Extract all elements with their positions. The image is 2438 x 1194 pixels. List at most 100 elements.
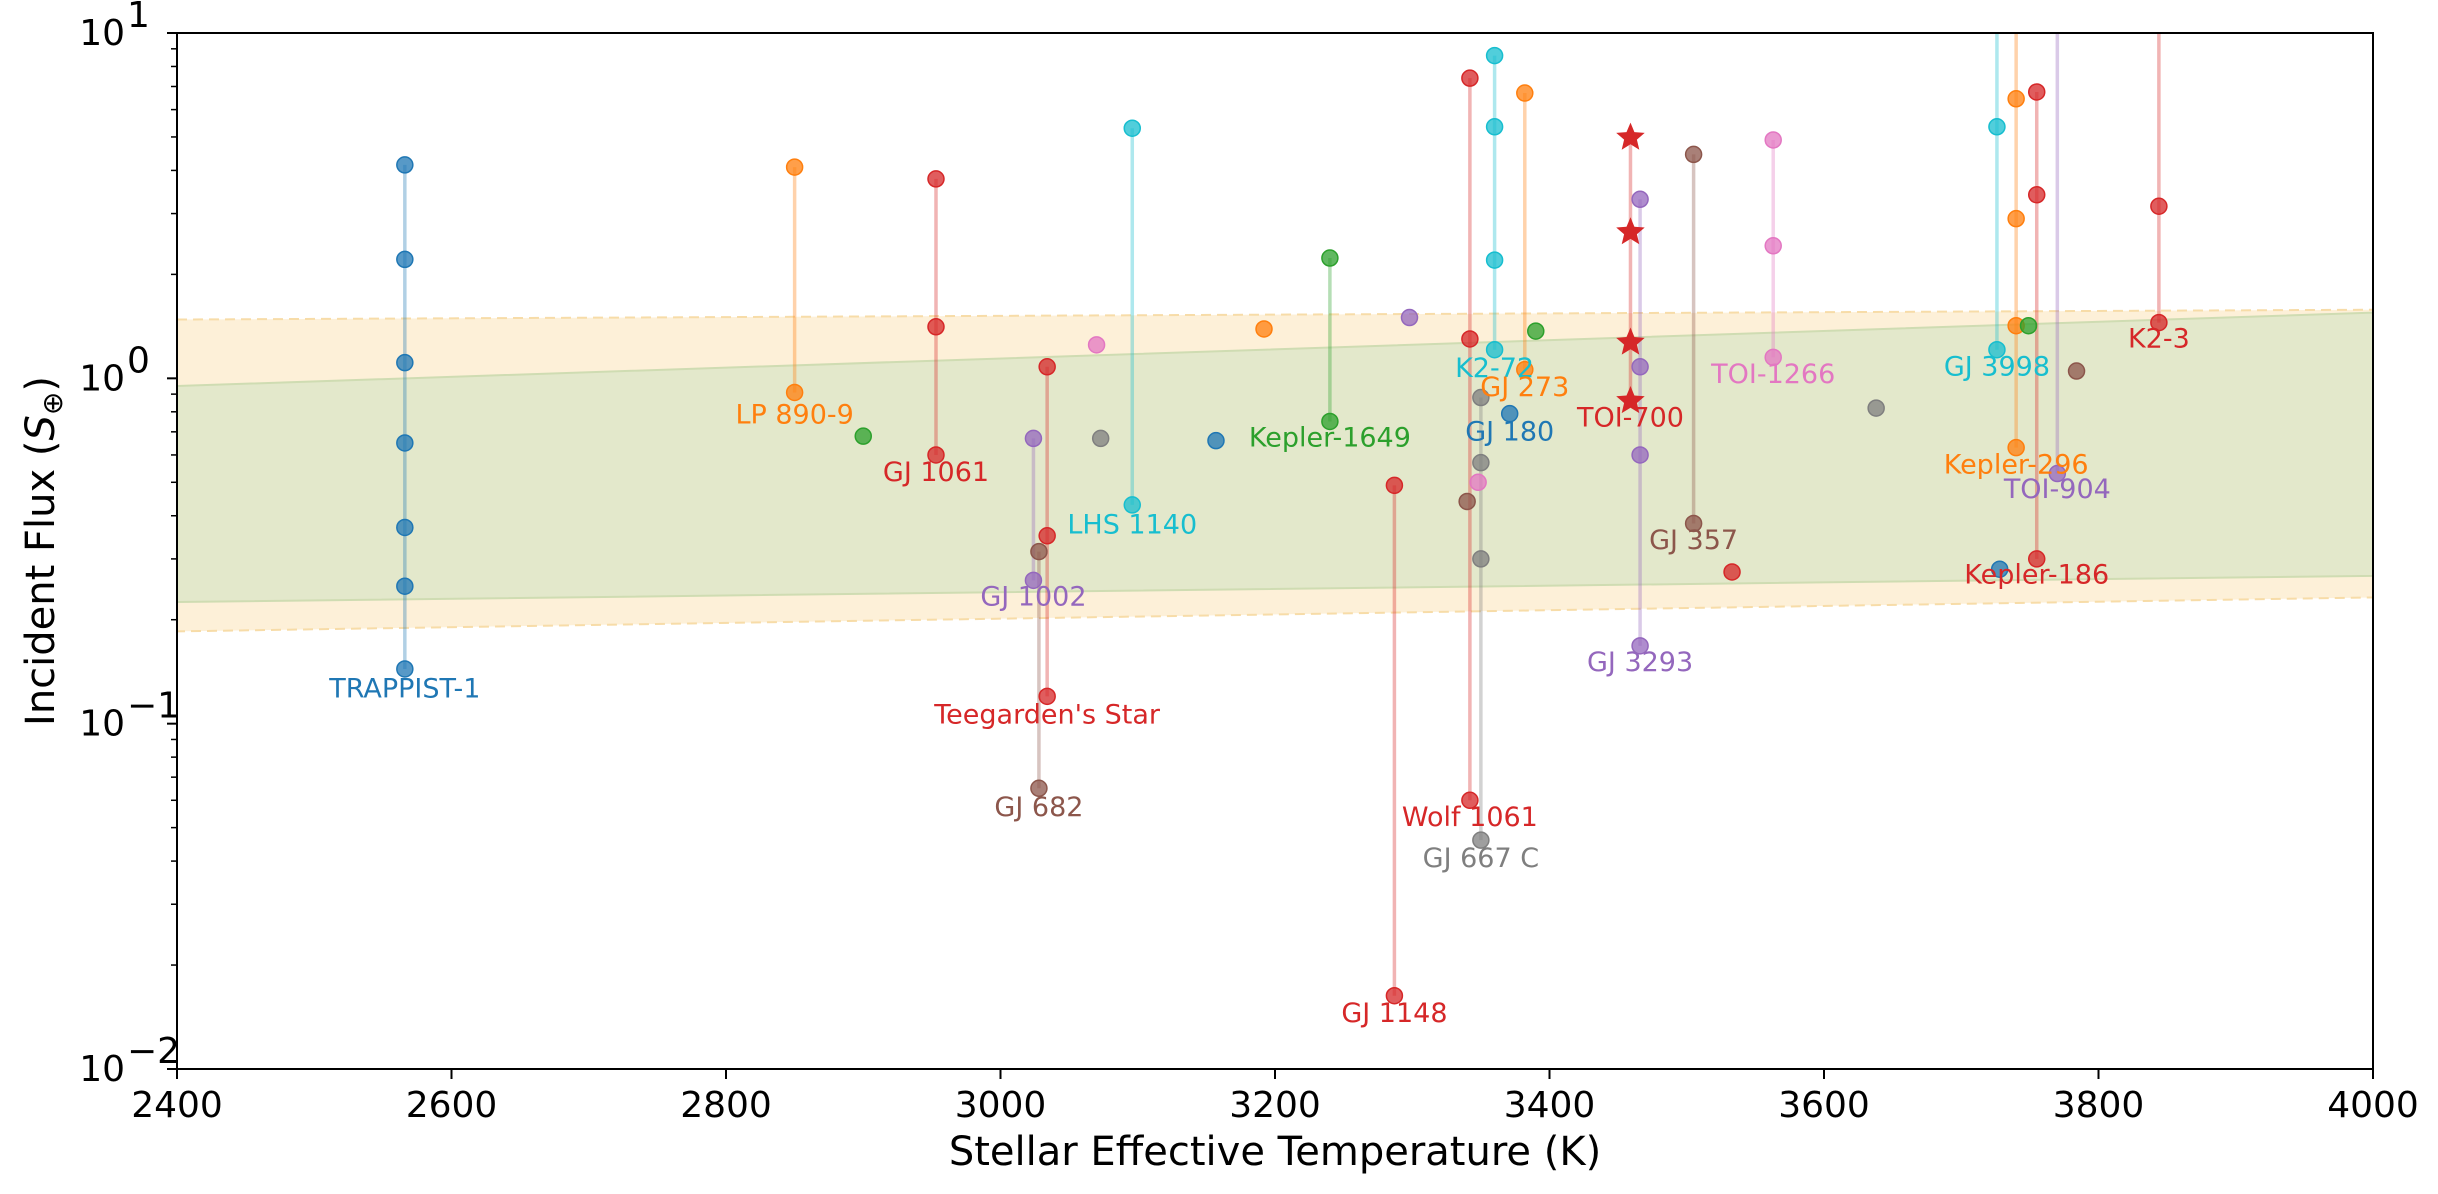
habitable-zone-bands xyxy=(177,308,2373,633)
planet-marker-lhs-1140-0 xyxy=(1123,119,1142,137)
planet-marker-gj-667-c-0 xyxy=(1472,388,1490,407)
planet-marker-trappist-1-0 xyxy=(396,156,414,174)
planet-marker-k2-72-0 xyxy=(1485,46,1504,65)
system-label-gj-180: GJ 180 xyxy=(1465,417,1554,448)
system-label-gj-3293: GJ 3293 xyxy=(1587,647,1693,678)
y-tick-base: 10 xyxy=(79,704,125,745)
system-label-gj-667-c: GJ 667 C xyxy=(1423,843,1539,874)
single-point-1 xyxy=(1087,336,1106,354)
single-point-7 xyxy=(1469,473,1487,492)
planet-marker-gj-682-1 xyxy=(1030,779,1048,798)
system-label-kepler-296: Kepler-296 xyxy=(1944,450,2089,481)
y-axis-title: Incident Flux (S⊕) xyxy=(18,376,69,726)
planet-marker-k2-3-0 xyxy=(2150,197,2168,216)
system-label-gj-1148: GJ 1148 xyxy=(1341,998,1447,1029)
planet-markers xyxy=(396,46,2168,1005)
single-point-2 xyxy=(1091,429,1110,448)
system-label-toi-1266: TOI-1266 xyxy=(1710,359,1835,390)
planet-marker-toi-700-1 xyxy=(1616,217,1645,245)
planet-marker-gj-1002-1 xyxy=(1024,571,1043,590)
planet-marker-gj-667-c-2 xyxy=(1472,550,1490,568)
planet-marker-wolf-1061-1 xyxy=(1461,330,1479,348)
planet-marker-k2-3-1 xyxy=(2150,313,2168,332)
planet-marker-toi-1266-0 xyxy=(1764,131,1782,149)
y-axis-title-suffix: ) xyxy=(18,376,64,392)
planet-marker-toi-700-3 xyxy=(1616,386,1645,414)
y-axis-title-prefix: Incident Flux ( xyxy=(18,441,64,726)
planet-marker-gj-1061-0 xyxy=(927,170,945,188)
single-point-9 xyxy=(1723,563,1741,581)
planet-marker-teegarden-s-star-0 xyxy=(1038,358,1056,376)
planet-marker-gj-1002-0 xyxy=(1024,429,1043,448)
planet-marker-kepler-296-1 xyxy=(2007,209,2025,228)
system-label-k2-3: K2-3 xyxy=(2128,323,2190,354)
planet-marker-gj-682-0 xyxy=(1030,542,1048,561)
planet-marker-kepler-296-0 xyxy=(2007,90,2025,108)
x-tick-label-3800: 3800 xyxy=(2053,1085,2145,1126)
planet-marker-trappist-1-4 xyxy=(396,518,414,537)
system-label-lhs-1140: LHS 1140 xyxy=(1067,510,1197,541)
planet-marker-gj-357-0 xyxy=(1684,145,1703,164)
system-label-wolf-1061: Wolf 1061 xyxy=(1402,802,1538,833)
x-axis-title: Stellar Effective Temperature (K) xyxy=(949,1129,1601,1175)
y-tick-base: 10 xyxy=(79,13,125,54)
single-point-12 xyxy=(2019,316,2038,335)
single-point-3 xyxy=(1207,431,1225,450)
planet-marker-teegarden-s-star-1 xyxy=(1038,527,1056,545)
single-point-0 xyxy=(854,427,872,445)
planet-marker-toi-904-0 xyxy=(2048,464,2067,483)
planet-marker-trappist-1-1 xyxy=(396,250,414,269)
planet-marker-k2-72-1 xyxy=(1485,118,1504,136)
y-tick-base: 10 xyxy=(79,358,125,399)
planet-marker-kepler-1649-0 xyxy=(1321,249,1339,267)
planet-marker-gj-3293-0 xyxy=(1631,190,1649,209)
y-tick-label-1: 10 xyxy=(79,704,125,745)
planet-marker-lp-890-9-1 xyxy=(785,383,804,402)
system-label-gj-357: GJ 357 xyxy=(1649,525,1738,556)
y-tick-base: 10 xyxy=(79,1049,125,1090)
x-tick-label-3000: 3000 xyxy=(955,1085,1047,1126)
planet-marker-wolf-1061-0 xyxy=(1461,69,1479,87)
single-point-13 xyxy=(2067,362,2086,380)
planet-marker-gj-1061-1 xyxy=(927,318,945,336)
habitable-zone-conservative xyxy=(177,311,2373,604)
system-label-gj-1002: GJ 1002 xyxy=(980,581,1086,612)
y-axis-title-symbol: S xyxy=(18,415,64,440)
y-tick-exponent-3: 1 xyxy=(127,0,150,36)
planet-marker-toi-1266-2 xyxy=(1764,348,1782,367)
y-tick-label-2: 10 xyxy=(79,358,125,399)
planet-marker-gj-180-0 xyxy=(1500,404,1519,423)
y-axis-title-subscript: ⊕ xyxy=(36,392,69,415)
single-point-4 xyxy=(1255,320,1273,338)
planet-marker-trappist-1-5 xyxy=(396,577,414,595)
single-point-8 xyxy=(1527,322,1545,340)
planet-marker-gj-273-1 xyxy=(1516,360,1534,379)
x-axis-ticks: 2400 2600 2800 3000 3200 3400 3600 3800 4000 xyxy=(131,1069,2419,1126)
planet-marker-gj-273-0 xyxy=(1516,84,1534,102)
single-point-5 xyxy=(1400,308,1419,327)
system-label-toi-700: TOI-700 xyxy=(1576,403,1684,434)
x-tick-label-2600: 2600 xyxy=(406,1085,498,1126)
system-label-gj-3998: GJ 3998 xyxy=(1944,351,2050,382)
planet-marker-toi-700-0 xyxy=(1616,122,1645,150)
planet-marker-gj-667-c-1 xyxy=(1472,453,1490,472)
y-tick-exponent-1: −1 xyxy=(127,686,180,727)
planet-marker-gj-3293-1 xyxy=(1631,358,1649,376)
planet-marker-lhs-1140-1 xyxy=(1123,496,1142,514)
x-tick-label-2800: 2800 xyxy=(680,1085,772,1126)
system-label-gj-682: GJ 682 xyxy=(994,792,1083,823)
single-point-6 xyxy=(1458,492,1476,511)
system-label-teegarden-s-star: Teegarden's Star xyxy=(933,700,1161,731)
x-tick-label-3200: 3200 xyxy=(1229,1085,1321,1126)
planet-marker-teegarden-s-star-2 xyxy=(1038,687,1056,706)
system-label-kepler-186: Kepler-186 xyxy=(1964,559,2109,590)
planet-marker-kepler-186-2 xyxy=(2027,550,2046,568)
planet-marker-trappist-1-3 xyxy=(396,434,414,452)
planet-marker-gj-1061-2 xyxy=(927,446,945,464)
single-point-11 xyxy=(1990,560,2009,578)
planet-marker-gj-3998-0 xyxy=(1988,118,2006,136)
planet-marker-kepler-1649-1 xyxy=(1321,412,1339,431)
planet-marker-k2-72-3 xyxy=(1485,340,1504,359)
y-tick-exponent-0: −2 xyxy=(127,1031,180,1072)
